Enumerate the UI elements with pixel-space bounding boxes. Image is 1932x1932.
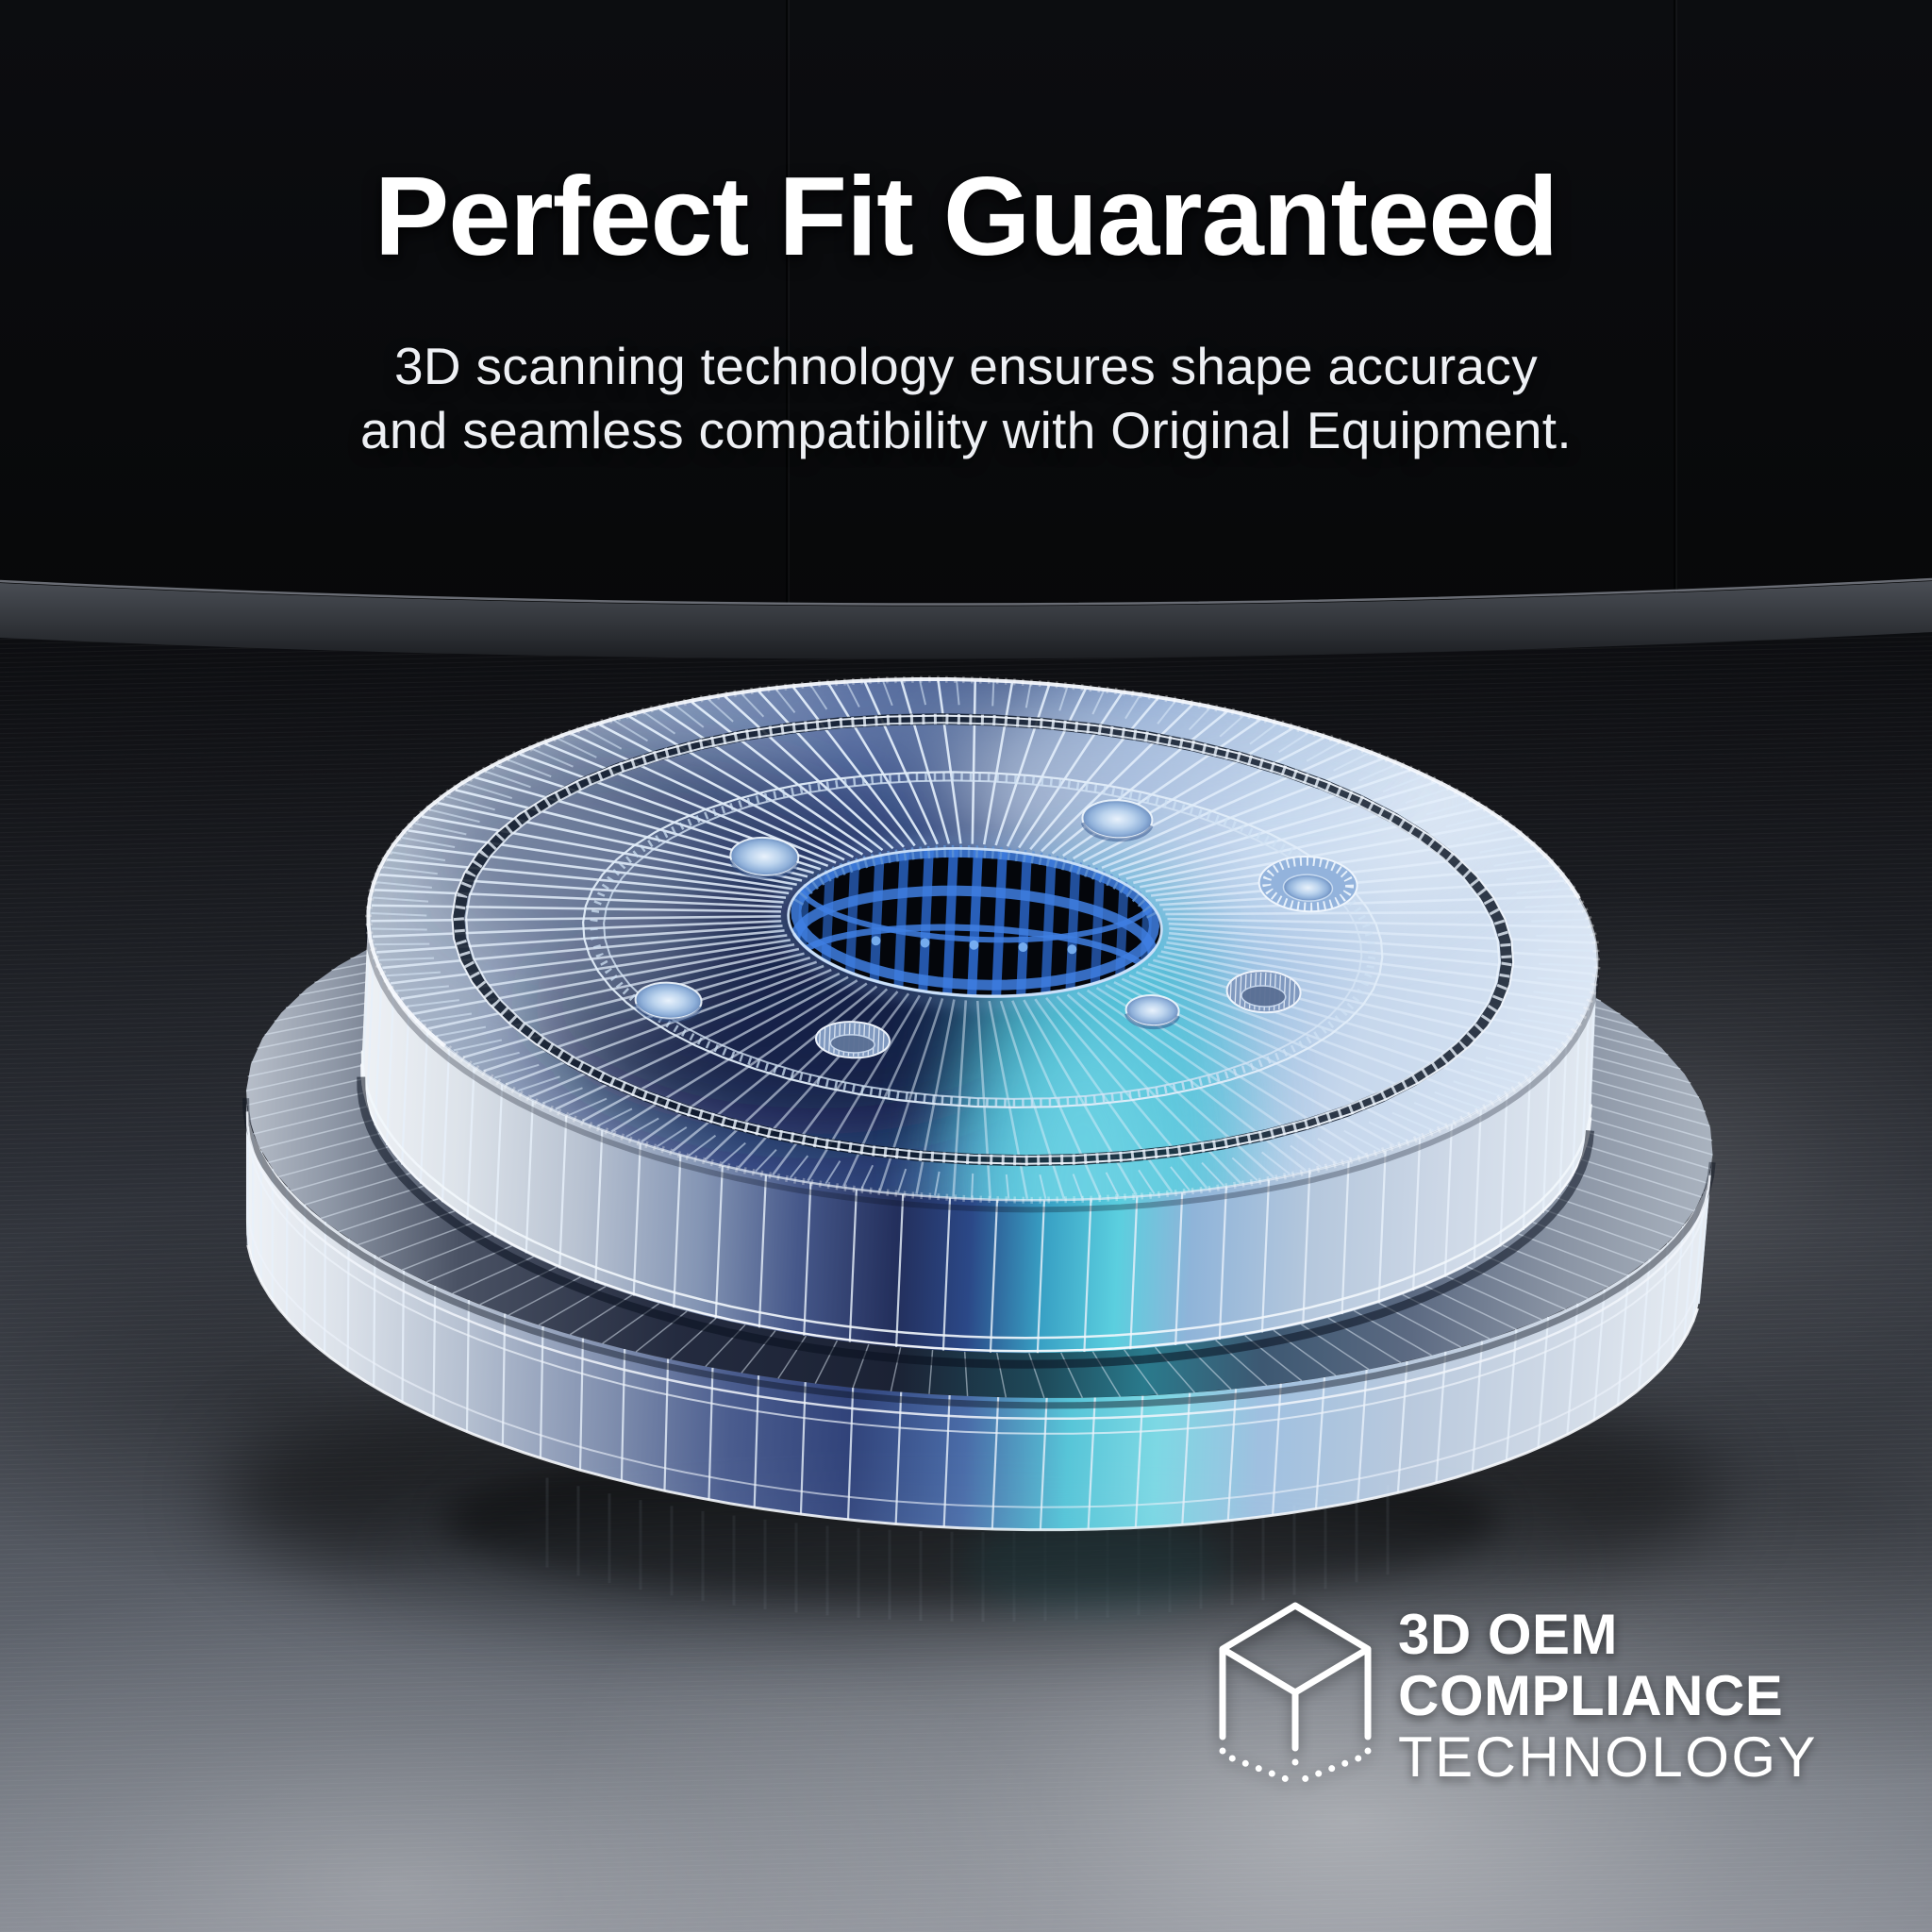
bolt-dome [633, 981, 703, 1023]
headline: Perfect Fit Guaranteed [374, 154, 1558, 279]
stage-edge-band [0, 581, 1932, 659]
cube-dotted-edges [1219, 1733, 1372, 1785]
badge-text: 3D OEM COMPLIANCE TECHNOLOGY [1398, 1604, 1818, 1788]
bolt-dome [1124, 994, 1180, 1030]
lower-tier-side [245, 1091, 1713, 1530]
hub-dish-ring [582, 771, 1384, 1108]
badge-line-2: COMPLIANCE [1398, 1664, 1784, 1727]
bolt-hole-wireframe [814, 1021, 891, 1059]
studio-wall [0, 0, 1932, 660]
bolt-dome [728, 836, 800, 880]
badge-line-3: TECHNOLOGY [1398, 1725, 1819, 1789]
stage-edge-highlight [0, 577, 1932, 606]
wall-seam [786, 0, 788, 604]
badge-line-1: 3D OEM [1398, 1603, 1619, 1666]
outer-groove-ring [453, 713, 1513, 1167]
subheadline-line-2: and seamless compatibility with Original… [360, 401, 1572, 459]
wall-seam [1674, 0, 1675, 604]
drum-floor-reflection [373, 1477, 1580, 1632]
hub-opening [775, 840, 1174, 1006]
hub-collar-boss [1257, 856, 1358, 913]
rim-highlight [366, 677, 1581, 1048]
wireframe-cube-icon [1219, 1602, 1372, 1785]
badge-3d-oem-compliance: 3D OEM COMPLIANCE TECHNOLOGY [1217, 1602, 1818, 1788]
subheadline: 3D scanning technology ensures shape acc… [0, 334, 1932, 462]
cube-solid-edges [1219, 1602, 1372, 1748]
bolt-dome [1080, 799, 1154, 842]
bolt-hole-wireframe [1225, 970, 1302, 1014]
subheadline-line-1: 3D scanning technology ensures shape acc… [393, 337, 1538, 395]
drum-body [242, 653, 1716, 1532]
cooling-fin-spokes [371, 680, 1595, 1200]
upper-tier-side [361, 912, 1598, 1354]
